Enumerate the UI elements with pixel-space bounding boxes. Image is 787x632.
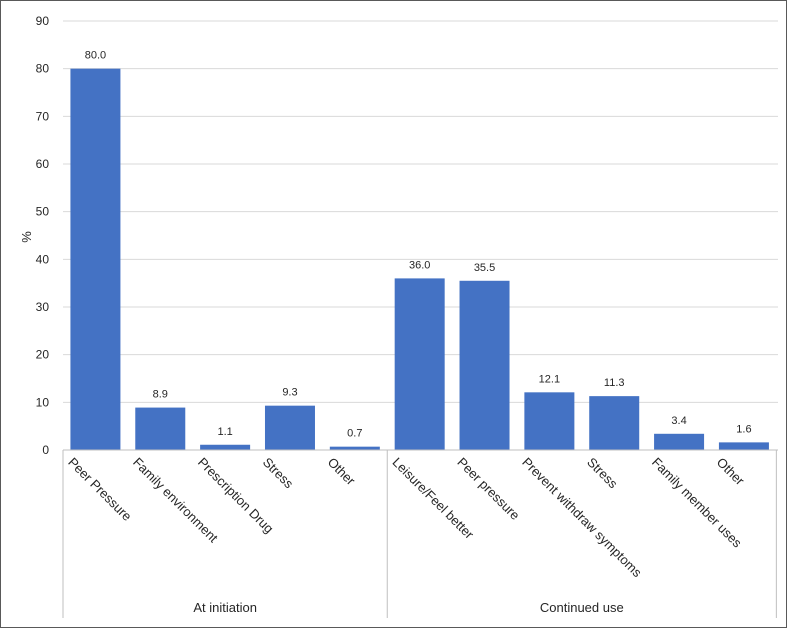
y-axis-ticks: 0 10 20 30 40 50 60 70 80 90 [36, 14, 50, 457]
category-label: Peer pressure [454, 455, 522, 523]
bar [135, 407, 186, 450]
category-label: Peer Pressure [65, 455, 134, 524]
gridlines [63, 20, 778, 451]
data-label: 1.6 [736, 423, 751, 435]
category-label: Other [325, 455, 359, 489]
y-tick-label: 0 [42, 443, 49, 457]
data-label: 36.0 [409, 259, 430, 271]
bars [70, 68, 769, 451]
data-label: 3.4 [671, 415, 686, 427]
bar [70, 68, 121, 451]
data-label: 0.7 [347, 428, 362, 440]
data-label: 8.9 [153, 389, 168, 401]
category-label: Stress [260, 455, 297, 492]
y-tick-label: 30 [36, 300, 50, 314]
y-axis-title: % [19, 231, 34, 243]
data-label: 12.1 [539, 373, 560, 385]
y-tick-label: 20 [36, 348, 50, 362]
data-labels: 80.0 8.9 1.1 9.3 0.7 36.0 35.5 12.1 11.3 3.4 1.6 [85, 50, 752, 440]
bar [394, 278, 445, 450]
group-label: At initiation [193, 600, 257, 615]
y-tick-label: 60 [36, 157, 50, 171]
bar [264, 405, 315, 450]
bar [589, 396, 640, 450]
category-label: Stress [584, 455, 621, 492]
bar [524, 392, 575, 450]
group-labels: At initiation Continued use [62, 449, 778, 618]
category-label: Other [714, 455, 748, 489]
y-tick-label: 70 [36, 109, 50, 123]
data-label: 35.5 [474, 262, 495, 274]
y-tick-label: 90 [36, 14, 50, 28]
bar [329, 446, 380, 450]
y-tick-label: 10 [36, 395, 50, 409]
bar [200, 444, 251, 450]
y-tick-label: 40 [36, 252, 50, 266]
y-tick-label: 50 [36, 205, 50, 219]
data-label: 1.1 [217, 426, 232, 438]
category-label: Prevent withdraw symptoms [519, 455, 645, 581]
bar [718, 442, 769, 450]
y-tick-label: 80 [36, 62, 50, 76]
bar [654, 433, 705, 450]
data-label: 80.0 [85, 50, 106, 62]
group-label: Continued use [540, 600, 624, 615]
data-label: 11.3 [604, 377, 625, 389]
data-label: 9.3 [282, 387, 297, 399]
bar [459, 280, 510, 450]
